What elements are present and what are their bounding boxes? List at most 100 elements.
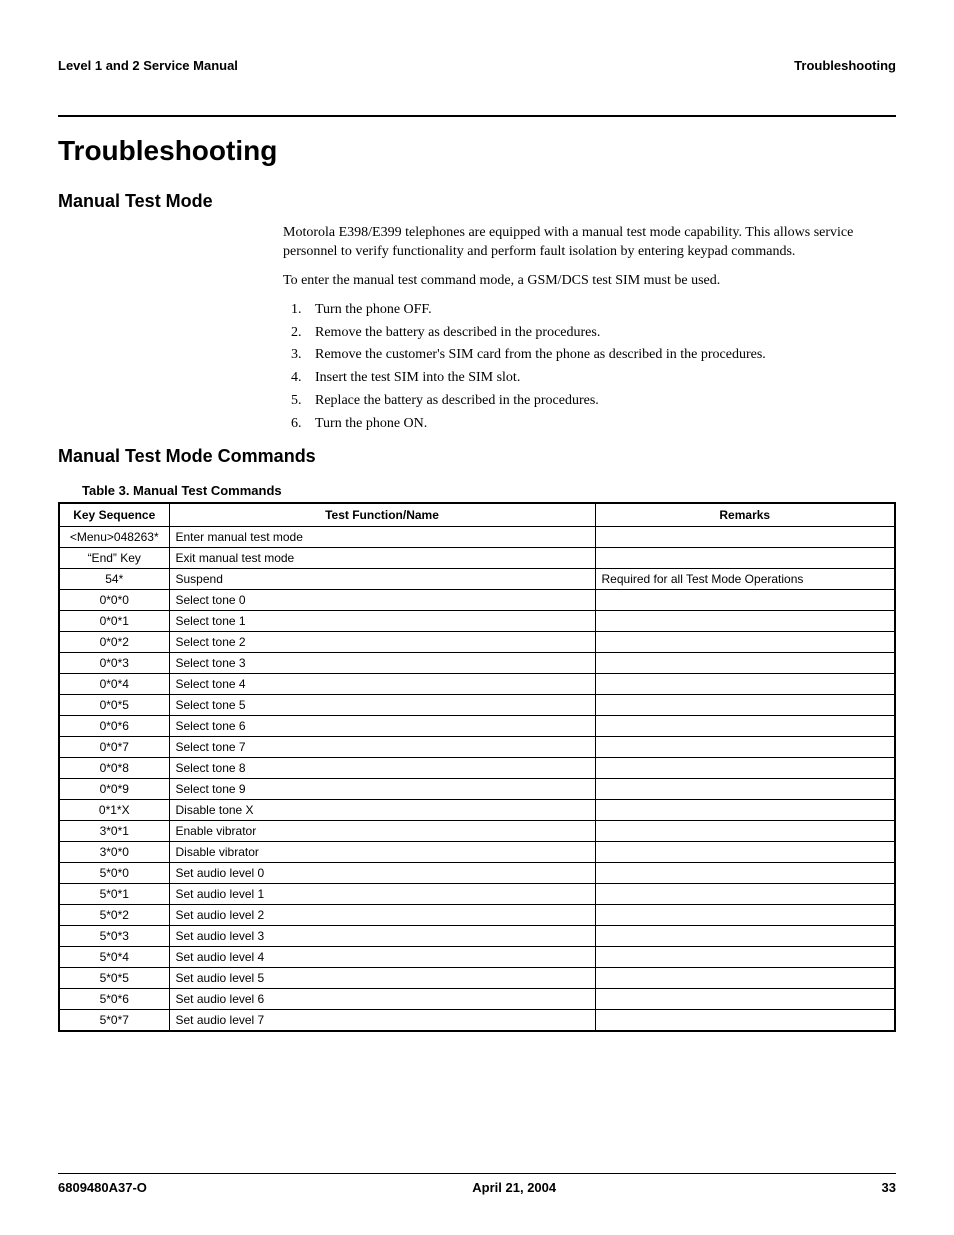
header-rule xyxy=(58,115,896,117)
cell-remarks xyxy=(595,548,895,569)
table-row: 0*0*2Select tone 2 xyxy=(59,632,895,653)
table-row: 5*0*3Set audio level 3 xyxy=(59,926,895,947)
col-header-remarks: Remarks xyxy=(595,503,895,527)
cell-func: Enable vibrator xyxy=(169,821,595,842)
cell-remarks xyxy=(595,905,895,926)
page: Level 1 and 2 Service Manual Troubleshoo… xyxy=(0,0,954,1235)
table-row: 0*0*9Select tone 9 xyxy=(59,779,895,800)
table-row: 3*0*1Enable vibrator xyxy=(59,821,895,842)
running-footer: 6809480A37-O April 21, 2004 33 xyxy=(58,1173,896,1195)
cell-key: 0*0*5 xyxy=(59,695,169,716)
table-row: 0*0*8Select tone 8 xyxy=(59,758,895,779)
cell-func: Select tone 5 xyxy=(169,695,595,716)
cell-remarks: Required for all Test Mode Operations xyxy=(595,569,895,590)
table-row: 0*0*3Select tone 3 xyxy=(59,653,895,674)
section1-body: Motorola E398/E399 telephones are equipp… xyxy=(283,224,896,434)
commands-table: Key Sequence Test Function/Name Remarks … xyxy=(58,502,896,1032)
cell-func: Select tone 2 xyxy=(169,632,595,653)
header-right: Troubleshooting xyxy=(794,58,896,73)
table-header-row: Key Sequence Test Function/Name Remarks xyxy=(59,503,895,527)
table-row: 0*1*XDisable tone X xyxy=(59,800,895,821)
table-row: 54*SuspendRequired for all Test Mode Ope… xyxy=(59,569,895,590)
section-heading-manual-test-mode: Manual Test Mode xyxy=(58,191,896,212)
cell-key: 5*0*3 xyxy=(59,926,169,947)
section1-para2: To enter the manual test command mode, a… xyxy=(283,272,896,291)
step-item: Turn the phone ON. xyxy=(305,415,896,434)
cell-remarks xyxy=(595,947,895,968)
cell-func: Select tone 1 xyxy=(169,611,595,632)
cell-key: 5*0*6 xyxy=(59,989,169,1010)
cell-key: 0*0*0 xyxy=(59,590,169,611)
col-header-key: Key Sequence xyxy=(59,503,169,527)
cell-remarks xyxy=(595,800,895,821)
cell-key: 3*0*0 xyxy=(59,842,169,863)
step-item: Remove the customer's SIM card from the … xyxy=(305,346,896,365)
cell-remarks xyxy=(595,527,895,548)
header-left: Level 1 and 2 Service Manual xyxy=(58,58,238,73)
cell-key: 5*0*0 xyxy=(59,863,169,884)
section-heading-manual-test-mode-commands: Manual Test Mode Commands xyxy=(58,446,896,467)
cell-remarks xyxy=(595,884,895,905)
footer-right: 33 xyxy=(882,1180,896,1195)
section1-steps: Turn the phone OFF. Remove the battery a… xyxy=(283,301,896,434)
table-row: 5*0*2Set audio level 2 xyxy=(59,905,895,926)
cell-func: Set audio level 5 xyxy=(169,968,595,989)
cell-key: 5*0*1 xyxy=(59,884,169,905)
table-row: 0*0*5Select tone 5 xyxy=(59,695,895,716)
cell-key: 0*0*1 xyxy=(59,611,169,632)
cell-remarks xyxy=(595,842,895,863)
cell-key: 0*0*4 xyxy=(59,674,169,695)
cell-func: Disable vibrator xyxy=(169,842,595,863)
footer-center: April 21, 2004 xyxy=(472,1180,556,1195)
table-row: 0*0*7Select tone 7 xyxy=(59,737,895,758)
cell-key: “End” Key xyxy=(59,548,169,569)
col-header-func: Test Function/Name xyxy=(169,503,595,527)
table-row: 0*0*0Select tone 0 xyxy=(59,590,895,611)
cell-func: Set audio level 2 xyxy=(169,905,595,926)
cell-func: Select tone 8 xyxy=(169,758,595,779)
commands-table-body: <Menu>048263*Enter manual test mode“End”… xyxy=(59,527,895,1032)
table-row: 5*0*6Set audio level 6 xyxy=(59,989,895,1010)
table-row: 5*0*0Set audio level 0 xyxy=(59,863,895,884)
cell-key: 0*0*9 xyxy=(59,779,169,800)
table-row: 3*0*0Disable vibrator xyxy=(59,842,895,863)
cell-func: Set audio level 0 xyxy=(169,863,595,884)
cell-key: 0*0*7 xyxy=(59,737,169,758)
cell-remarks xyxy=(595,989,895,1010)
step-item: Replace the battery as described in the … xyxy=(305,392,896,411)
cell-remarks xyxy=(595,758,895,779)
cell-remarks xyxy=(595,632,895,653)
cell-func: Set audio level 1 xyxy=(169,884,595,905)
table-caption: Table 3. Manual Test Commands xyxy=(82,483,896,498)
table-row: 5*0*4Set audio level 4 xyxy=(59,947,895,968)
cell-func: Suspend xyxy=(169,569,595,590)
cell-key: 0*0*8 xyxy=(59,758,169,779)
table-row: 0*0*6Select tone 6 xyxy=(59,716,895,737)
cell-remarks xyxy=(595,779,895,800)
cell-key: 5*0*7 xyxy=(59,1010,169,1032)
cell-func: Set audio level 7 xyxy=(169,1010,595,1032)
cell-key: 0*0*3 xyxy=(59,653,169,674)
page-title: Troubleshooting xyxy=(58,135,896,167)
cell-key: <Menu>048263* xyxy=(59,527,169,548)
footer-row: 6809480A37-O April 21, 2004 33 xyxy=(58,1180,896,1195)
table-row: 5*0*1Set audio level 1 xyxy=(59,884,895,905)
table-row: 5*0*7Set audio level 7 xyxy=(59,1010,895,1032)
cell-func: Set audio level 4 xyxy=(169,947,595,968)
cell-remarks xyxy=(595,695,895,716)
cell-remarks xyxy=(595,863,895,884)
table-row: <Menu>048263*Enter manual test mode xyxy=(59,527,895,548)
cell-remarks xyxy=(595,653,895,674)
cell-func: Select tone 6 xyxy=(169,716,595,737)
cell-key: 5*0*5 xyxy=(59,968,169,989)
cell-remarks xyxy=(595,611,895,632)
cell-key: 5*0*4 xyxy=(59,947,169,968)
cell-remarks xyxy=(595,674,895,695)
cell-key: 0*0*6 xyxy=(59,716,169,737)
cell-remarks xyxy=(595,716,895,737)
cell-key: 54* xyxy=(59,569,169,590)
table-row: 0*0*4Select tone 4 xyxy=(59,674,895,695)
cell-func: Select tone 7 xyxy=(169,737,595,758)
footer-rule xyxy=(58,1173,896,1174)
table-row: 0*0*1Select tone 1 xyxy=(59,611,895,632)
